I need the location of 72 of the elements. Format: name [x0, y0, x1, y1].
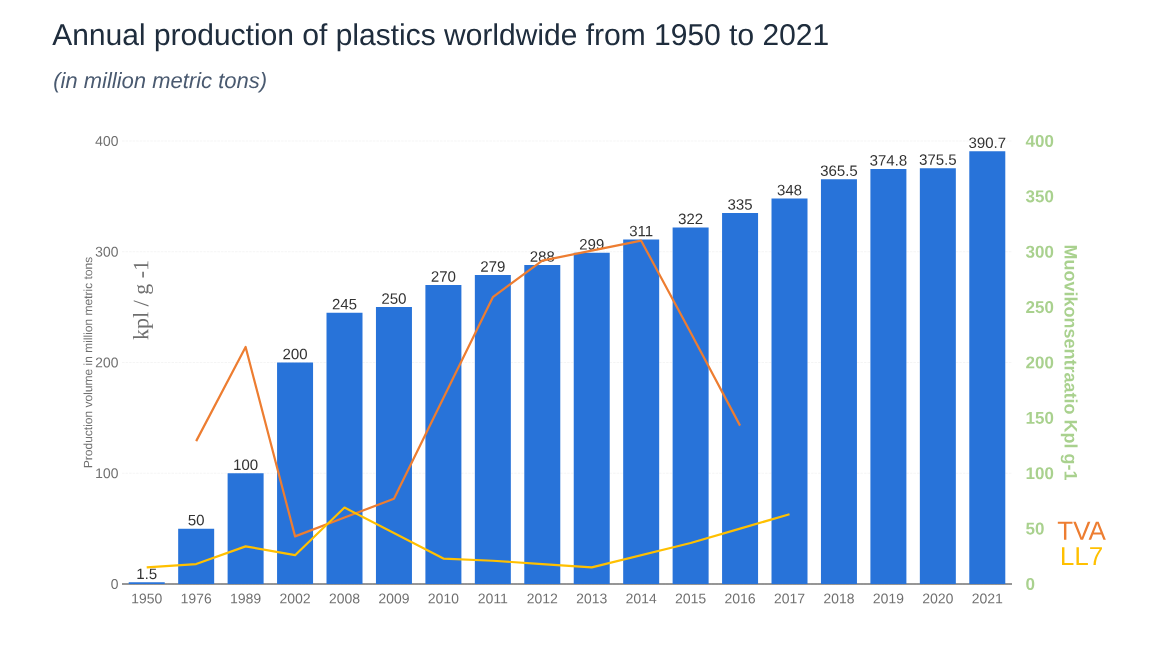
bar [722, 212, 759, 584]
bar [227, 473, 264, 584]
data-label: 270 [431, 271, 456, 282]
data-label: 335 [728, 199, 752, 210]
x-tick-label: 2017 [774, 593, 805, 604]
data-label: 348 [777, 184, 802, 196]
x-tick-label: 2009 [379, 593, 409, 604]
data-label: 250 [382, 293, 406, 304]
bar [870, 168, 907, 584]
x-tick-label: 2019 [873, 593, 904, 604]
bar [375, 307, 412, 584]
bar [820, 179, 857, 584]
y-tick-label: 100 [96, 468, 118, 479]
data-label: 245 [332, 298, 357, 310]
y2-tick-label: 300 [1025, 245, 1054, 258]
bar [524, 265, 561, 584]
x-tick-label: 2013 [576, 593, 607, 604]
y2-tick-label: 200 [1026, 356, 1054, 369]
x-tick-label: 2020 [922, 593, 953, 604]
bar [573, 252, 610, 584]
data-label: 311 [629, 225, 653, 237]
y2-axis-title: Muovikonsentraatio Kpl g-1 [1060, 245, 1078, 481]
x-tick-label: 2002 [280, 593, 310, 604]
x-tick-label: 2021 [972, 593, 1003, 604]
y-tick-label: 300 [95, 246, 118, 257]
y-axis-title: Production volume in million metric tons [83, 257, 93, 468]
bar [919, 168, 956, 584]
data-label: 375.5 [919, 154, 956, 165]
bar [623, 239, 660, 584]
data-label: 374.8 [870, 155, 907, 166]
y2-tick-label: 250 [1026, 301, 1054, 314]
x-tick-label: 2015 [675, 593, 706, 604]
x-tick-label: 1950 [132, 593, 162, 604]
text: LL7 [1062, 547, 1102, 566]
x-tick-label: 2011 [478, 593, 508, 604]
bar [672, 227, 709, 584]
data-label: 1.5 [137, 568, 157, 580]
data-label: 365.5 [820, 165, 858, 176]
data-label: 390.7 [969, 137, 1006, 149]
y2-tick-label: 350 [1025, 190, 1054, 203]
x-tick-label: 2018 [824, 593, 854, 604]
data-label: 200 [283, 348, 307, 360]
x-tick-label: 1976 [181, 593, 212, 604]
y2-tick-label: 50 [1026, 522, 1044, 535]
x-tick-label: 2010 [428, 593, 459, 604]
data-label: 100 [234, 459, 258, 471]
x-tick-label: 2014 [626, 593, 657, 604]
y-tick-label: 0 [111, 579, 118, 589]
x-tick-label: 1989 [231, 593, 261, 604]
y-tick-label: 400 [95, 136, 118, 146]
data-label: 50 [188, 514, 204, 526]
data-label: 279 [481, 261, 505, 272]
data-label: 322 [678, 213, 703, 225]
y2-tick-label: 400 [1025, 134, 1054, 148]
bar [771, 198, 808, 584]
chart-subtitle: (in million metric tons) [54, 72, 266, 93]
annotation: kpl / g -1 [132, 261, 154, 340]
x-tick-label: 2008 [329, 593, 360, 604]
bar [326, 312, 363, 584]
chart-title: Annual production of plastics worldwide from 1950 to 2021 [52, 23, 828, 52]
x-tick-label: 2012 [527, 593, 558, 604]
bar [425, 284, 462, 584]
text: TVA [1057, 521, 1106, 540]
y2-tick-label: 0 [1026, 577, 1035, 591]
bar [277, 362, 314, 584]
bar [474, 275, 511, 584]
x-tick-label: 2016 [725, 593, 756, 604]
y2-tick-label: 100 [1026, 467, 1054, 480]
y-tick-label: 200 [95, 357, 118, 368]
bar [178, 528, 215, 584]
y2-tick-label: 150 [1026, 411, 1054, 424]
bar [969, 151, 1006, 584]
